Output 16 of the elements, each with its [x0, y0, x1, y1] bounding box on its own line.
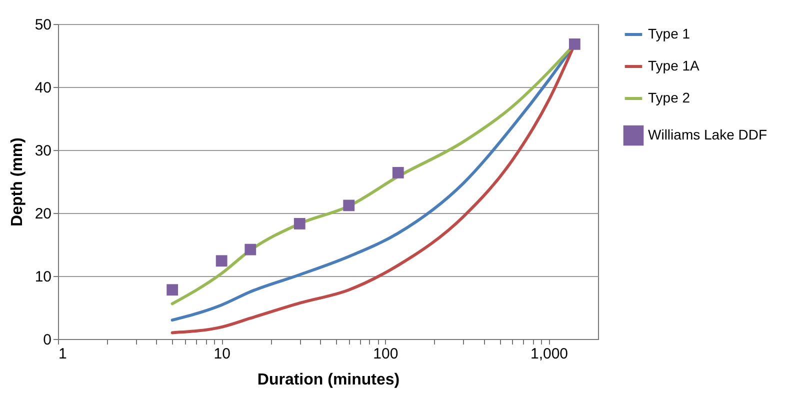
y-tick-label: 20 [34, 206, 52, 222]
y-tick-label: 0 [43, 332, 52, 348]
y-tick-label: 30 [34, 142, 52, 160]
y-tick-label: 50 [34, 16, 52, 34]
legend-label: Type 2 [648, 90, 690, 106]
legend-label: Type 1A [648, 58, 700, 74]
y-axis-title: Depth (mm) [8, 138, 26, 226]
x-tick-label: 100 [373, 346, 398, 362]
x-tick-label: 10 [214, 346, 230, 362]
y-tick-label: 10 [34, 268, 52, 286]
legend-label: Type 1 [648, 26, 690, 42]
x-tick-label: 1,000 [530, 346, 568, 362]
y-tick-label: 40 [34, 80, 52, 96]
x-axis-title: Duration (minutes) [257, 372, 400, 388]
x-tick-label: 1 [58, 346, 67, 362]
legend-label: Williams Lake DDF [648, 126, 768, 142]
